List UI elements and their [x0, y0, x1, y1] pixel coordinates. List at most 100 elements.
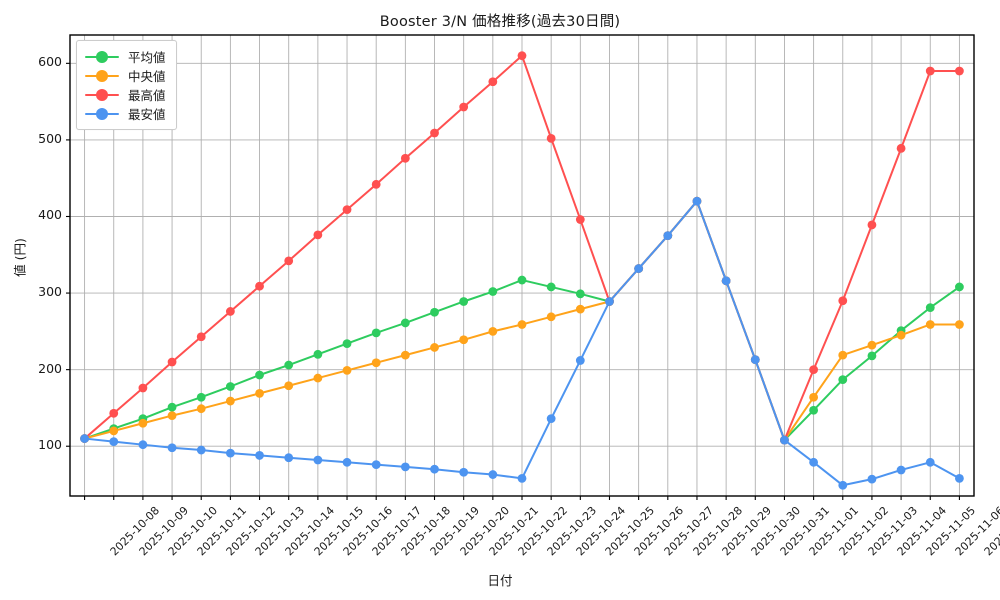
data-point [955, 66, 964, 76]
data-point [138, 418, 148, 428]
legend-marker-icon [85, 50, 119, 64]
data-point [809, 405, 819, 415]
data-point [313, 455, 323, 465]
data-point [400, 153, 410, 163]
chart-legend: 平均値中央値 最高値最安値 [76, 40, 177, 130]
data-point [196, 445, 206, 455]
data-point [780, 435, 789, 445]
legend-label: 平均値 [128, 50, 166, 65]
data-point [342, 205, 352, 214]
data-point [80, 434, 89, 443]
data-point [430, 307, 439, 317]
series-line-2 [80, 196, 964, 445]
data-point [925, 303, 935, 313]
data-point [255, 451, 264, 460]
y-tick-label: 200 [38, 360, 62, 376]
legend-dot-icon [96, 107, 108, 120]
legend-item-4[interactable]: 最安値 [85, 104, 166, 123]
legend-label: 中央値 [128, 69, 166, 84]
data-point [838, 375, 848, 385]
data-point [284, 360, 294, 370]
x-axis-label: 日付 [487, 573, 513, 588]
legend-item-2[interactable]: 中央値 [85, 66, 166, 85]
data-point [896, 143, 906, 153]
data-point [225, 396, 235, 406]
data-point [255, 370, 264, 380]
data-point [575, 289, 585, 299]
data-point [109, 426, 119, 436]
data-point [313, 373, 323, 383]
legend-marker-icon [85, 88, 119, 102]
legend-marker-icon [85, 107, 119, 121]
legend-dot-icon [96, 69, 108, 82]
data-point [400, 318, 410, 328]
data-point [371, 358, 381, 368]
legend-label: 最安値 [128, 107, 166, 122]
data-point [605, 297, 614, 306]
data-point [225, 382, 235, 391]
data-point [721, 276, 731, 286]
data-point [546, 282, 556, 292]
data-point [955, 320, 964, 329]
data-point [517, 275, 527, 285]
y-tick-label: 400 [38, 207, 62, 223]
legend-item-1[interactable]: 平均値 [85, 47, 166, 66]
data-point [400, 350, 410, 360]
data-point [430, 464, 439, 474]
data-point [575, 215, 585, 224]
data-point [809, 365, 819, 375]
data-point [925, 66, 935, 76]
data-point [284, 256, 294, 266]
legend-item-3[interactable]: 最高値 [85, 85, 166, 104]
data-point [838, 296, 848, 306]
data-point [284, 453, 294, 463]
data-point [225, 448, 235, 458]
y-tick-label: 100 [38, 437, 62, 453]
data-point [488, 326, 498, 336]
data-point [896, 330, 906, 340]
data-point [896, 465, 906, 475]
data-point [430, 343, 439, 352]
data-point [488, 77, 498, 87]
data-point [634, 264, 644, 273]
data-point [196, 404, 206, 414]
data-point [809, 392, 819, 402]
data-point [925, 320, 935, 329]
data-point [546, 414, 556, 424]
data-point [109, 408, 119, 418]
data-point [838, 350, 848, 360]
legend-dot-icon [96, 88, 108, 101]
data-point [867, 220, 877, 230]
data-point [459, 335, 469, 345]
data-point [692, 196, 702, 206]
data-point [284, 381, 294, 391]
data-point [575, 304, 585, 314]
data-point [488, 287, 498, 296]
series-line-4 [80, 196, 964, 490]
data-point [167, 402, 177, 412]
data-point [459, 297, 469, 306]
data-point [955, 282, 964, 292]
data-point [867, 351, 877, 361]
data-point [167, 411, 177, 420]
data-point [488, 470, 498, 479]
data-point [575, 356, 585, 365]
data-point [225, 307, 235, 316]
data-point [459, 102, 469, 112]
data-point [430, 128, 439, 138]
data-point [342, 366, 352, 375]
data-point [838, 480, 848, 490]
data-point [342, 339, 352, 349]
data-point [750, 355, 760, 365]
data-point [255, 281, 264, 291]
data-point [196, 332, 206, 342]
data-point [109, 437, 119, 447]
data-point [342, 457, 352, 467]
data-point [371, 179, 381, 189]
data-point [925, 457, 935, 467]
y-tick-label: 600 [38, 54, 62, 70]
data-point [167, 357, 177, 367]
data-point [167, 443, 177, 453]
data-point [371, 328, 381, 338]
data-point [138, 440, 148, 450]
